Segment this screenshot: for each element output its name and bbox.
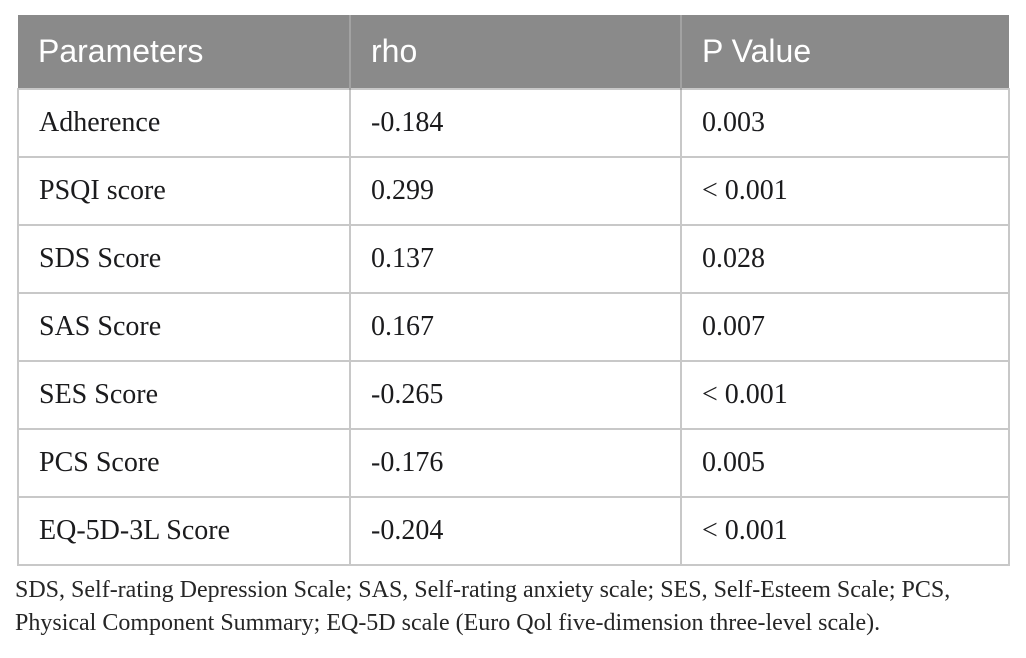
table-row: SAS Score 0.167 0.007 [17,292,1010,362]
rho-cell: -0.265 [349,360,682,430]
parameter-cell: EQ-5D-3L Score [17,496,351,566]
parameter-cell: SAS Score [17,292,351,362]
header-row: Parameters rho P Value [18,15,1009,89]
parameter-cell: SDS Score [17,224,351,294]
parameter-cell: PSQI score [17,156,351,226]
parameter-cell: Adherence [17,88,351,158]
parameter-cell: SES Score [17,360,351,430]
rho-cell: 0.167 [349,292,682,362]
table-body: Adherence -0.184 0.003 PSQI score 0.299 … [17,88,1010,566]
table-header: Parameters rho P Value [18,15,1009,89]
p-value-cell: 0.007 [680,292,1010,362]
rho-cell: -0.184 [349,88,682,158]
rho-cell: -0.176 [349,428,682,498]
rho-cell: 0.299 [349,156,682,226]
p-value-cell: < 0.001 [680,496,1010,566]
header-cell-rho: rho [349,15,681,89]
table-footnote: SDS, Self-rating Depression Scale; SAS, … [15,577,951,636]
table-row: EQ-5D-3L Score -0.204 < 0.001 [17,496,1010,566]
p-value-cell: < 0.001 [680,360,1010,430]
table-row: SES Score -0.265 < 0.001 [17,360,1010,430]
header-cell-p-value: P Value [680,15,1009,89]
p-value-cell: < 0.001 [680,156,1010,226]
correlation-table: Parameters rho P Value Adherence -0.184 … [17,15,1010,566]
header-cell-parameters: Parameters [18,15,350,89]
table-row: SDS Score 0.137 0.028 [17,224,1010,294]
rho-cell: -0.204 [349,496,682,566]
rho-cell: 0.137 [349,224,682,294]
p-value-cell: 0.003 [680,88,1010,158]
p-value-cell: 0.028 [680,224,1010,294]
table-row: PSQI score 0.299 < 0.001 [17,156,1010,226]
parameter-cell: PCS Score [17,428,351,498]
table-row: Adherence -0.184 0.003 [17,88,1010,158]
p-value-cell: 0.005 [680,428,1010,498]
table-row: PCS Score -0.176 0.005 [17,428,1010,498]
